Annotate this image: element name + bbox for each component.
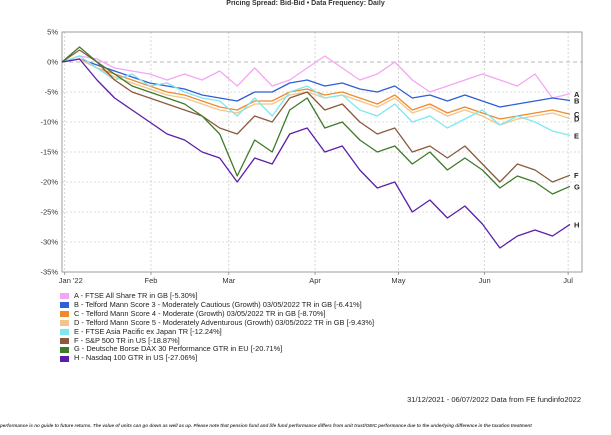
series-line-g	[61, 46, 571, 195]
series-line-e	[61, 55, 571, 137]
series-line-f	[61, 49, 571, 183]
y-tick-label: -35%	[40, 268, 58, 277]
x-tick-label: May	[391, 276, 405, 285]
series-end-label-g: G	[574, 182, 580, 191]
legend-item: G - Deutsche Borse DAX 30 Performance GT…	[60, 345, 374, 354]
legend-label: E - FTSE Asia Pacific ex Japan TR [-12.2…	[74, 326, 222, 336]
axes: 5% 0% -5% -10% -15% -20% -25% -30% -35%Jan '22 Fe…	[40, 28, 583, 285]
series-line-a	[61, 55, 571, 99]
grid	[62, 31, 582, 273]
y-tick-label: 0%	[47, 58, 58, 67]
legend-item: A - FTSE All Share TR in GB [-5.30%]	[60, 291, 374, 301]
legend-label: H - Nasdaq 100 GTR in US [-27.06%]	[74, 353, 198, 363]
legend-item: E - FTSE Asia Pacific ex Japan TR [-12.2…	[60, 326, 374, 337]
y-tick-label: -15%	[40, 148, 58, 157]
x-tick-label: Jul	[563, 276, 573, 285]
disclaimer-text: performance is no guide to future return…	[0, 423, 532, 428]
x-tick-label: Feb	[145, 276, 158, 285]
legend-label: D - Telford Mann Score 5 - Moderately Ad…	[74, 317, 375, 327]
series-line-h	[61, 58, 571, 249]
legend-swatch	[60, 355, 69, 362]
legend-label: A - FTSE All Share TR in GB [-5.30%]	[74, 291, 198, 300]
x-tick-label: Jan '22	[59, 276, 83, 285]
legend-item: D - Telford Mann Score 5 - Moderately Ad…	[60, 317, 375, 328]
series-line-c	[61, 58, 571, 120]
y-tick-label: 5%	[47, 28, 58, 37]
x-tick-label: Apr	[309, 276, 321, 285]
legend-item: H - Nasdaq 100 GTR in US [-27.06%]	[60, 353, 374, 363]
legend-item: C - Telford Mann Score 4 - Moderate (Gro…	[60, 308, 374, 319]
legend-label: B - Telford Mann Score 3 - Moderately Ca…	[74, 299, 362, 309]
plot-frame	[61, 31, 583, 273]
series-end-label-d: D	[574, 115, 580, 124]
y-tick-label: -30%	[40, 238, 58, 247]
legend-label: F - S&P 500 TR in US [-18.87%]	[74, 335, 180, 345]
legend-label: C - Telford Mann Score 4 - Moderate (Gro…	[74, 308, 326, 318]
legend-swatch	[60, 346, 69, 353]
legend-swatch	[60, 320, 69, 327]
legend-swatch	[60, 337, 69, 344]
data-source-note: 31/12/2021 - 06/07/2022 Data from FE fun…	[407, 395, 581, 404]
series-lines	[61, 46, 571, 249]
chart-title: Pricing Spread: Bid-Bid • Data Frequency…	[226, 0, 385, 7]
series-line-b	[61, 58, 571, 108]
y-tick-label: -25%	[40, 208, 58, 217]
y-tick-label: -20%	[40, 178, 58, 187]
series-end-label-f: F	[574, 171, 579, 180]
legend-item: B - Telford Mann Score 3 - Moderately Ca…	[60, 299, 374, 310]
x-tick-label: Mar	[222, 276, 235, 285]
series-end-label-b: B	[574, 96, 580, 105]
legend-swatch	[60, 302, 69, 309]
y-tick-label: -5%	[45, 88, 59, 97]
series-line-d	[61, 58, 571, 126]
y-tick-label: -10%	[40, 118, 58, 127]
legend-swatch	[60, 311, 69, 318]
series-end-label-c: C	[574, 110, 580, 119]
legend-swatch	[60, 329, 69, 336]
line-chart: 5% 0% -5% -10% -15% -20% -25% -30% -35%Jan '22 Fe…	[40, 28, 583, 285]
legend: A - FTSE All Share TR in GB [-5.30%] B - …	[60, 291, 375, 363]
legend-item: F - S&P 500 TR in US [-18.87%]	[60, 335, 374, 346]
series-end-label-a: A	[574, 90, 580, 99]
legend-swatch	[60, 293, 69, 300]
x-tick-label: Jun	[479, 276, 491, 285]
series-end-label-e: E	[574, 131, 579, 140]
series-end-label-h: H	[574, 220, 579, 229]
legend-label: G - Deutsche Borse DAX 30 Performance GT…	[74, 344, 283, 354]
